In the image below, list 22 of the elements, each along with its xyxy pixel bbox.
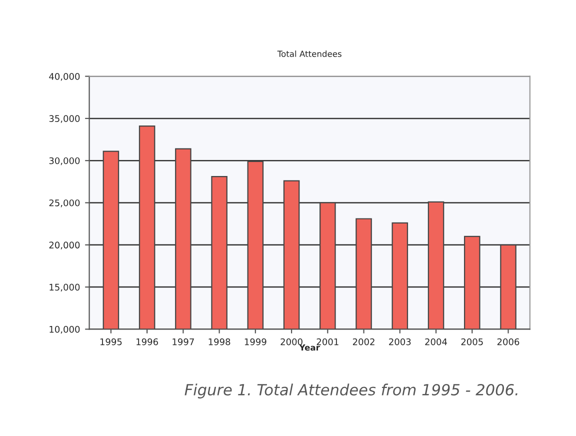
y-tick-label: 30,000 (49, 157, 80, 166)
x-tick-label: 2005 (461, 338, 483, 346)
x-tick-label: 2006 (497, 338, 520, 346)
x-tick-label: 2003 (389, 338, 411, 346)
chart-title: Total Attendees (277, 50, 342, 57)
y-tick-label: 20,000 (49, 242, 80, 250)
y-tick-label: 40,000 (49, 73, 80, 81)
y-tick-label: 25,000 (49, 199, 80, 208)
x-tick-label: 1997 (172, 338, 194, 346)
x-tick-label: 1996 (136, 338, 158, 346)
x-tick-label: 2004 (425, 338, 447, 346)
caption: Figure 1. Total Attendees from 1995 - 2006. (184, 384, 518, 398)
y-tick-label: 10,000 (50, 326, 80, 334)
y-tick-label: 35,000 (49, 115, 80, 123)
x-tick-label: 2000 (280, 338, 302, 346)
x-tick-label: 1998 (208, 338, 230, 346)
x-tick-label: 1999 (244, 338, 266, 346)
y-tick-label: 15,000 (50, 284, 80, 292)
x-axis-title: Year (299, 344, 320, 351)
x-tick-label: 2001 (316, 338, 338, 346)
x-tick-label: 2002 (352, 338, 374, 346)
x-tick-label: 1995 (100, 338, 122, 346)
